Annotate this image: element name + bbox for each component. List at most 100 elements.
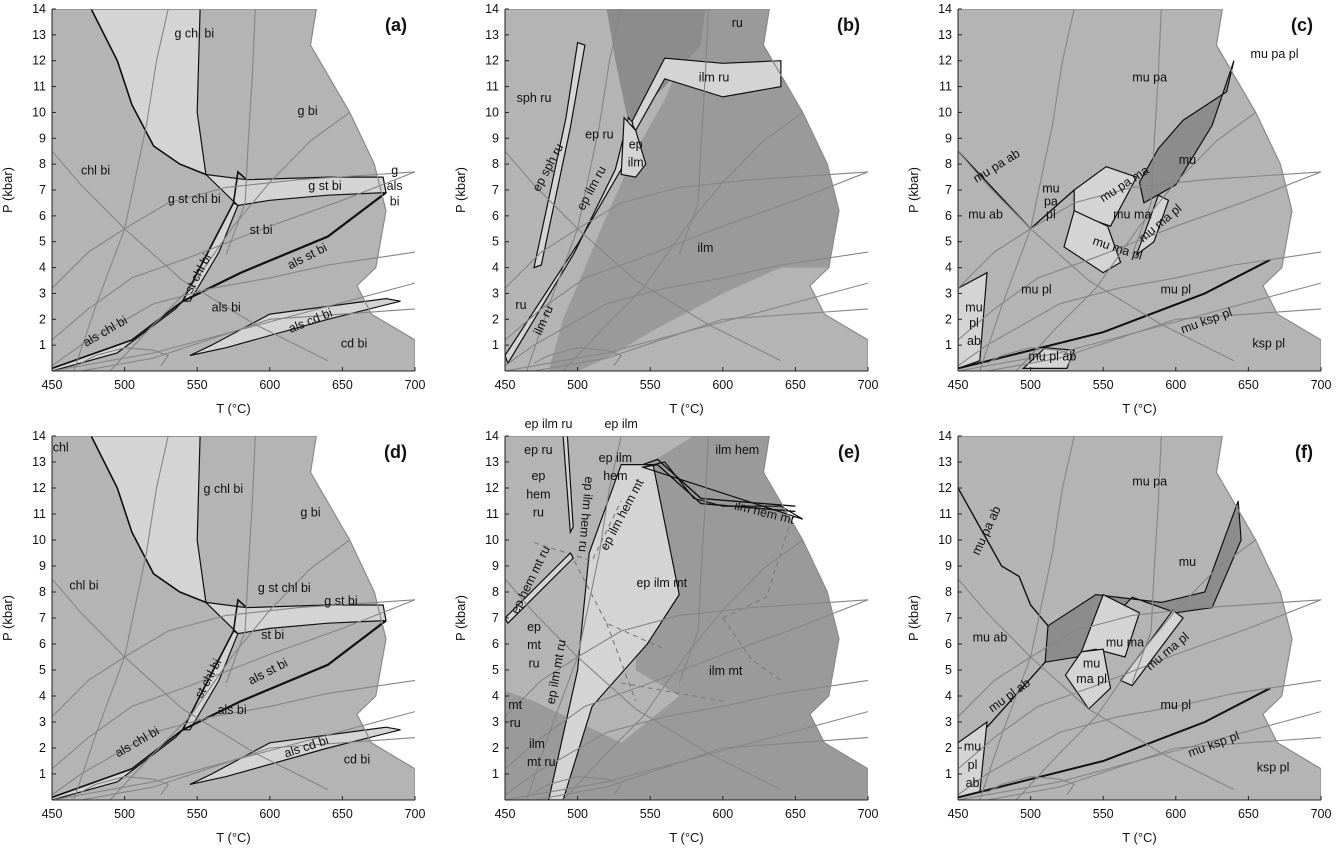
phase-boundary-line <box>505 282 868 371</box>
field-label: g <box>391 163 398 177</box>
field-label: mu <box>965 301 982 315</box>
field-label: hem <box>603 469 627 483</box>
phase-field-background <box>958 436 1321 800</box>
phase-boundary-line <box>533 347 623 367</box>
panel-label: (d) <box>384 442 407 462</box>
field-label: pl <box>1046 207 1056 221</box>
y-tick-label: 2 <box>945 312 952 326</box>
domain-edge <box>52 436 415 800</box>
y-tick-label: 10 <box>485 105 499 119</box>
field-label: ru <box>510 716 521 730</box>
y-axis-title: P (kbar) <box>453 167 468 213</box>
field-label: chl <box>53 441 69 455</box>
field-label: ilm <box>697 241 713 255</box>
mu-ma-pl-field <box>1063 209 1122 274</box>
field-label: g chl bi <box>174 26 214 40</box>
y-axis-title: P (kbar) <box>0 167 15 213</box>
y-tick-label: 4 <box>492 689 499 703</box>
phase-boundary-line <box>52 171 415 289</box>
phase-boundary-line <box>505 711 868 800</box>
phase-boundary-line <box>958 599 1321 718</box>
panel-label: (f) <box>1295 442 1313 462</box>
y-tick-label: 9 <box>39 559 46 573</box>
y-tick-label: 4 <box>945 689 952 703</box>
field-label: ab <box>966 776 980 790</box>
phase-boundary-line <box>80 308 415 371</box>
phase-boundary-line <box>505 599 868 770</box>
x-tick-label: 550 <box>640 807 661 821</box>
x-tick-label: 600 <box>259 378 280 392</box>
phase-boundary-line <box>986 776 1076 796</box>
y-tick-label: 3 <box>945 715 952 729</box>
plot-area <box>505 9 868 371</box>
x-tick-label: 450 <box>948 378 969 392</box>
assemblage-boundary-line <box>90 9 207 176</box>
panel-label: (b) <box>837 15 860 35</box>
metastable-boundary-line <box>722 516 794 619</box>
y-tick-label: 7 <box>945 183 952 197</box>
x-tick-label: 600 <box>259 807 280 821</box>
field-label: mu pa pl <box>1251 47 1299 61</box>
x-tick-label: 450 <box>495 807 516 821</box>
phase-boundary-line <box>109 539 351 800</box>
field-label: mt <box>527 638 541 652</box>
y-tick-label: 14 <box>485 429 499 443</box>
domain-edge <box>958 436 1321 800</box>
field-label: ilm ru <box>699 70 730 84</box>
phase-boundary-line <box>958 251 1321 367</box>
phase-boundary-line <box>52 282 415 371</box>
phase-boundary-line <box>109 111 351 371</box>
phase-boundary-line <box>678 436 709 684</box>
phase-boundary-line <box>505 599 868 718</box>
x-tick-label: 650 <box>1238 378 1259 392</box>
field-label: mu pl <box>1021 282 1052 296</box>
y-tick-label: 8 <box>39 157 46 171</box>
x-tick-label: 450 <box>42 378 63 392</box>
panel-label: (a) <box>385 15 407 35</box>
field-label: cd bi <box>341 337 367 351</box>
y-tick-label: 3 <box>39 286 46 300</box>
y-tick-label: 12 <box>485 481 499 495</box>
field-label: ksp pl <box>1252 337 1285 351</box>
field-label: ep <box>629 138 643 152</box>
y-tick-label: 2 <box>945 741 952 755</box>
y-tick-label: 13 <box>938 455 952 469</box>
field-label: mu <box>1042 182 1059 196</box>
ilm-dark-field <box>635 436 839 702</box>
assemblage-boundary-line <box>958 487 1049 627</box>
metastable-boundary-line <box>569 552 665 650</box>
y-tick-label: 13 <box>485 28 499 42</box>
mu-pa-ma-field <box>1073 166 1138 227</box>
x-tick-label: 700 <box>405 807 426 821</box>
field-label: mu <box>1179 555 1196 569</box>
panel-label: (c) <box>1291 15 1313 35</box>
phase-boundary-line <box>958 711 1321 800</box>
phase-boundary-line <box>505 251 868 367</box>
y-tick-label: 7 <box>492 183 499 197</box>
y-tick-label: 8 <box>945 157 952 171</box>
phase-boundary-line <box>533 737 868 800</box>
y-tick-label: 14 <box>938 429 952 443</box>
field-label: chl bi <box>69 578 98 592</box>
ep-ilm-field <box>620 116 647 178</box>
x-tick-label: 500 <box>1020 378 1041 392</box>
ep-ilm-ru-field <box>505 116 634 365</box>
panel-label: (e) <box>838 442 860 462</box>
field-label: mu <box>964 740 981 754</box>
x-tick-label: 450 <box>948 807 969 821</box>
phase-boundary-line <box>979 436 1075 800</box>
x-tick-label: 500 <box>567 378 588 392</box>
y-tick-label: 8 <box>492 585 499 599</box>
y-axis-title: P (kbar) <box>453 595 468 641</box>
x-tick-label: 450 <box>495 378 516 392</box>
phase-boundary-line <box>505 679 868 796</box>
y-tick-label: 9 <box>492 131 499 145</box>
x-tick-label: 650 <box>785 378 806 392</box>
y-tick-label: 5 <box>945 663 952 677</box>
phase-boundary-line <box>958 171 1321 289</box>
y-tick-label: 1 <box>39 767 46 781</box>
phase-boundary-line <box>225 436 256 684</box>
phase-boundary-line <box>52 578 329 791</box>
phase-boundary-line <box>1131 436 1162 684</box>
